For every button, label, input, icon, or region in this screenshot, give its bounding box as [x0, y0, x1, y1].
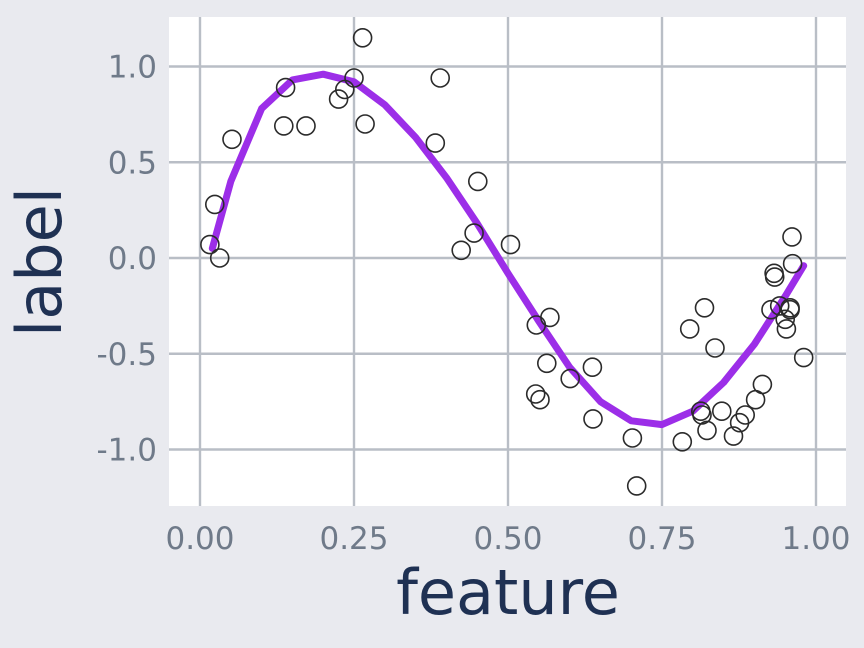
fit-line-layer: [208, 70, 808, 429]
data-point: [467, 171, 488, 192]
y-tick-label: -0.5: [97, 337, 158, 373]
data-point: [776, 319, 797, 339]
data-point: [205, 194, 225, 215]
data-point: [764, 267, 785, 287]
data-point: [560, 368, 581, 389]
tick-labels: 0.00 0.25 0.50 0.75 1.00 1.0 0.5 0.0 -0.5 -1.0: [97, 50, 851, 558]
data-point: [775, 309, 796, 330]
x-tick-label: 0.00: [165, 521, 234, 557]
data-point: [672, 431, 693, 452]
data-point: [451, 240, 472, 261]
data-point: [583, 409, 603, 429]
data-point: [679, 319, 700, 339]
data-point: [705, 338, 725, 358]
data-point: [782, 253, 803, 274]
data-point: [425, 133, 446, 153]
y-tick-label: -1.0: [97, 433, 158, 469]
data-point: [582, 357, 603, 378]
y-tick-label: 0.5: [108, 145, 157, 181]
x-tick-label: 0.25: [319, 521, 388, 557]
data-point: [540, 307, 560, 328]
data-point: [694, 297, 715, 318]
data-point: [530, 389, 550, 410]
x-axis-title: feature: [396, 556, 620, 629]
fit-line: [208, 70, 808, 429]
x-tick-label: 0.75: [627, 521, 696, 557]
data-point: [769, 296, 790, 316]
data-point: [536, 353, 557, 374]
data-point: [200, 234, 220, 255]
data-point: [622, 428, 643, 448]
y-tick-label: 1.0: [108, 50, 157, 86]
scatter-points-layer: [200, 27, 814, 496]
data-point: [735, 405, 756, 425]
grid-lines: [169, 17, 846, 506]
data-point: [752, 374, 773, 395]
data-point: [626, 476, 647, 496]
data-point: [275, 77, 296, 98]
data-point: [780, 299, 800, 320]
x-tick-label: 0.50: [473, 521, 542, 557]
data-point: [430, 68, 451, 88]
data-point: [782, 227, 802, 247]
x-tick-label: 1.00: [781, 521, 850, 557]
data-point: [761, 299, 781, 320]
y-axis-title: label: [3, 187, 76, 337]
y-tick-label: 0.0: [108, 241, 157, 277]
data-point: [328, 89, 349, 109]
data-point: [464, 223, 484, 243]
data-point: [222, 129, 242, 150]
data-point: [296, 116, 316, 136]
data-point: [344, 68, 364, 88]
data-point: [355, 114, 375, 134]
data-point: [711, 401, 732, 422]
data-point: [209, 248, 230, 268]
data-point: [500, 234, 521, 255]
data-point: [692, 405, 712, 425]
data-point: [697, 420, 717, 441]
data-point: [273, 116, 294, 136]
data-point: [793, 347, 814, 368]
data-point: [525, 384, 546, 404]
data-point: [352, 27, 373, 48]
data-point: [723, 426, 744, 446]
